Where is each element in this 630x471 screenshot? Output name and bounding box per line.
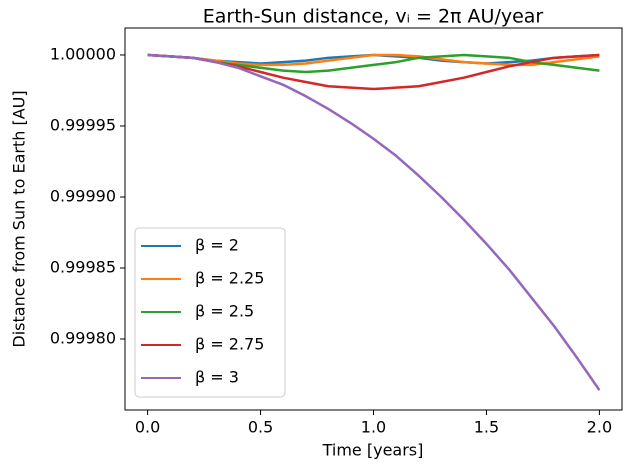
legend-label: β = 2 bbox=[195, 236, 239, 255]
y-axis-label: Distance from Sun to Earth [AU] bbox=[10, 90, 29, 347]
data-line bbox=[147, 53, 600, 67]
x-tick-label: 1.0 bbox=[361, 418, 386, 437]
legend-label: β = 2.25 bbox=[195, 269, 264, 288]
legend-label: β = 3 bbox=[195, 368, 239, 387]
y-tick-label: 0.99985 bbox=[50, 257, 116, 276]
x-tick-label: 0.5 bbox=[248, 418, 273, 437]
y-tick-label: 0.99995 bbox=[50, 115, 116, 134]
y-tick-label: 0.99990 bbox=[50, 186, 116, 205]
legend-label: β = 2.5 bbox=[195, 302, 254, 321]
data-line bbox=[147, 53, 601, 391]
axes-frame bbox=[124, 27, 623, 411]
x-axis-label: Time [years] bbox=[322, 441, 424, 460]
y-tick-label: 0.99980 bbox=[50, 328, 116, 347]
y-tick-label: 1.00000 bbox=[50, 44, 116, 63]
chart-title: Earth-Sun distance, vᵢ = 2π AU/year bbox=[203, 6, 544, 28]
x-tick-label: 1.5 bbox=[474, 418, 499, 437]
x-tick-label: 0.0 bbox=[135, 418, 160, 437]
legend-box bbox=[134, 227, 286, 398]
legend-label: β = 2.75 bbox=[195, 335, 264, 354]
x-tick-label: 2.0 bbox=[587, 418, 612, 437]
data-line bbox=[147, 53, 600, 74]
